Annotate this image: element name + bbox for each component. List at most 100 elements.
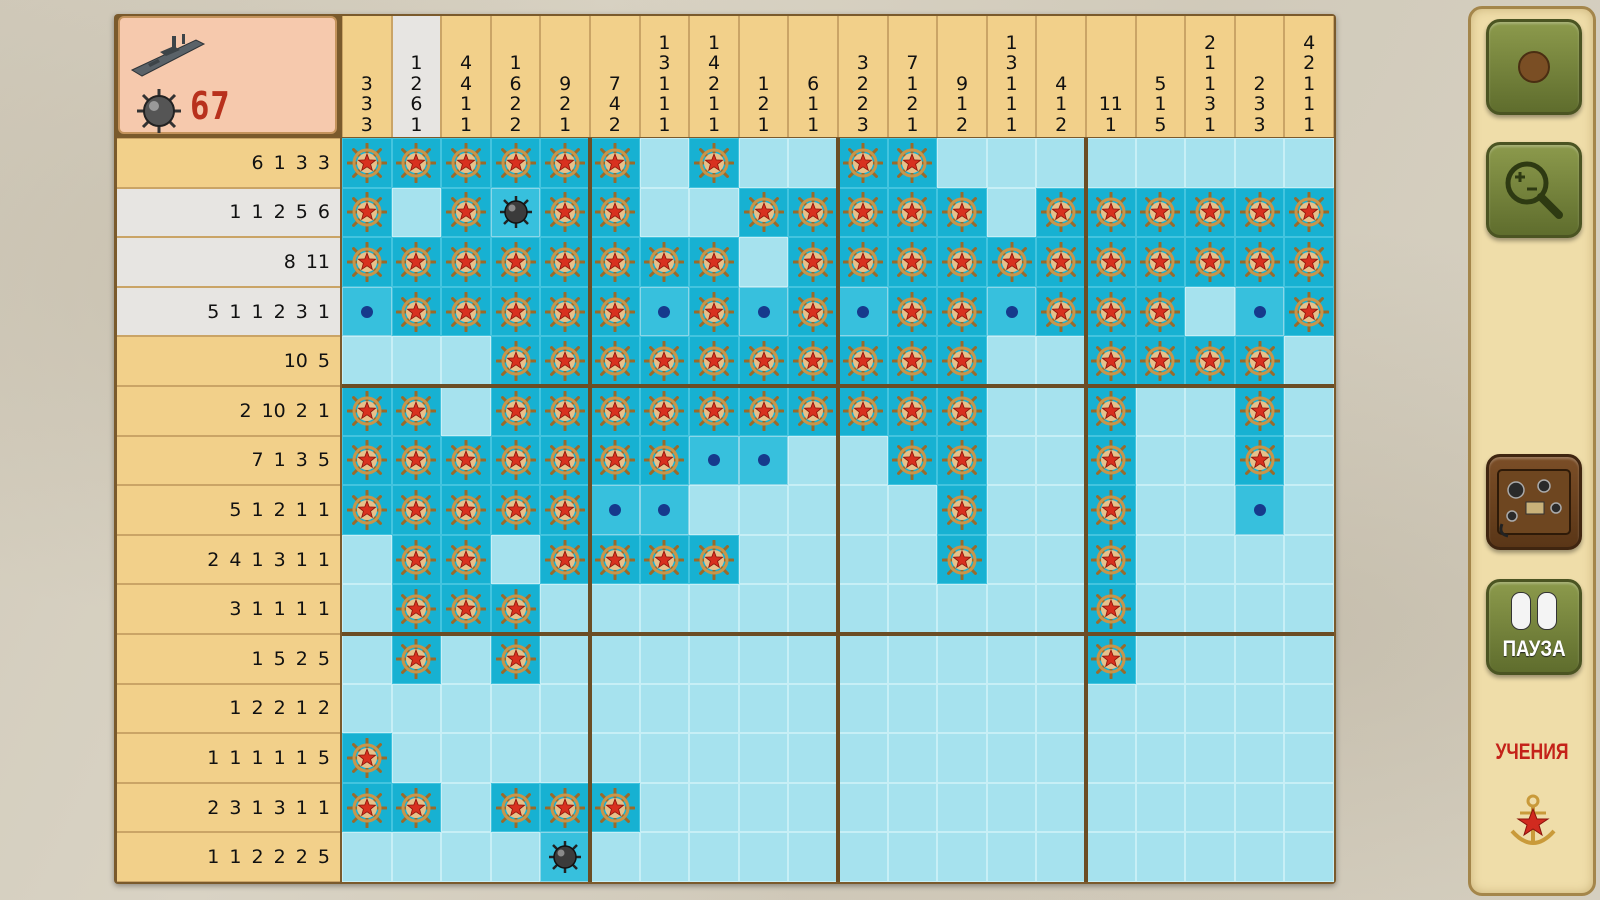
grid-cell-filled[interactable] [1185, 237, 1235, 287]
grid-cell-empty[interactable] [1135, 733, 1186, 783]
grid-cell-dot[interactable] [838, 286, 888, 337]
grid-cell-empty[interactable] [590, 683, 640, 734]
grid-cell-filled[interactable] [1086, 634, 1136, 684]
grid-cell-empty[interactable] [986, 386, 1037, 436]
grid-cell-empty[interactable] [838, 435, 888, 486]
grid-cell-empty[interactable] [1036, 435, 1086, 486]
grid-cell-empty[interactable] [937, 138, 987, 188]
grid-cell-empty[interactable] [788, 832, 838, 882]
grid-cell-filled[interactable] [838, 386, 888, 436]
grid-cell-filled[interactable] [490, 336, 541, 386]
grid-cell-empty[interactable] [1234, 832, 1285, 882]
grid-cell-empty[interactable] [986, 733, 1037, 783]
grid-cell-empty[interactable] [639, 832, 690, 882]
grid-cell-dot[interactable] [1234, 286, 1285, 337]
grid-cell-empty[interactable] [1284, 386, 1334, 436]
grid-cell-empty[interactable] [441, 832, 491, 882]
grid-cell-filled[interactable] [738, 336, 789, 386]
grid-cell-empty[interactable] [1185, 138, 1235, 188]
grid-cell-filled[interactable] [342, 485, 392, 535]
grid-cell-filled[interactable] [1284, 237, 1334, 287]
grid-cell-filled[interactable] [937, 237, 987, 287]
grid-cell-empty[interactable] [838, 534, 888, 585]
grid-cell-filled[interactable] [590, 336, 640, 386]
grid-cell-filled[interactable] [540, 386, 590, 436]
grid-cell-empty[interactable] [441, 683, 491, 734]
grid-cell-empty[interactable] [1086, 832, 1136, 882]
grid-cell-empty[interactable] [1234, 138, 1285, 188]
grid-cell-dot[interactable] [342, 286, 392, 337]
grid-cell-empty[interactable] [738, 237, 789, 287]
grid-cell-empty[interactable] [490, 683, 541, 734]
grid-cell-empty[interactable] [1234, 584, 1285, 634]
grid-cell-filled[interactable] [540, 286, 590, 337]
grid-cell-empty[interactable] [887, 832, 938, 882]
grid-cell-empty[interactable] [986, 187, 1037, 238]
grid-cell-empty[interactable] [1284, 485, 1334, 535]
grid-cell-empty[interactable] [639, 782, 690, 833]
grid-cell-filled[interactable] [391, 485, 442, 535]
grid-cell-filled[interactable] [1086, 435, 1136, 486]
grid-cell-empty[interactable] [1185, 485, 1235, 535]
grid-cell-empty[interactable] [1234, 534, 1285, 585]
grid-cell-empty[interactable] [937, 683, 987, 734]
grid-cell-filled[interactable] [1036, 286, 1086, 337]
record-button[interactable] [1486, 19, 1582, 115]
grid-cell-empty[interactable] [689, 683, 739, 734]
grid-cell-empty[interactable] [639, 138, 690, 188]
grid-cell-empty[interactable] [1185, 683, 1235, 734]
grid-cell-empty[interactable] [1135, 634, 1186, 684]
grid-cell-empty[interactable] [1284, 584, 1334, 634]
grid-cell-empty[interactable] [1036, 485, 1086, 535]
grid-cell-empty[interactable] [639, 733, 690, 783]
grid-cell-filled[interactable] [1086, 237, 1136, 287]
grid-cell-empty[interactable] [1135, 485, 1186, 535]
grid-cell-empty[interactable] [937, 832, 987, 882]
grid-cell-filled[interactable] [490, 782, 541, 833]
grid-cell-filled[interactable] [937, 336, 987, 386]
grid-cell-empty[interactable] [1036, 336, 1086, 386]
grid-cell-empty[interactable] [1185, 386, 1235, 436]
grid-cell-empty[interactable] [1135, 584, 1186, 634]
grid-cell-empty[interactable] [490, 534, 541, 585]
grid-cell-empty[interactable] [1036, 534, 1086, 585]
grid-cell-empty[interactable] [1284, 138, 1334, 188]
grid-cell-empty[interactable] [342, 683, 392, 734]
grid-cell-dot[interactable] [738, 435, 789, 486]
grid-cell-empty[interactable] [738, 733, 789, 783]
grid-cell-filled[interactable] [441, 138, 491, 188]
grid-cell-empty[interactable] [342, 534, 392, 585]
grid-cell-filled[interactable] [838, 336, 888, 386]
grid-cell-filled[interactable] [342, 733, 392, 783]
grid-cell-dot[interactable] [986, 286, 1037, 337]
grid-cell-filled[interactable] [590, 237, 640, 287]
grid-cell-empty[interactable] [1086, 683, 1136, 734]
grid-cell-empty[interactable] [1185, 584, 1235, 634]
grid-cell-empty[interactable] [689, 782, 739, 833]
grid-cell-filled[interactable] [937, 286, 987, 337]
grid-cell-filled[interactable] [788, 286, 838, 337]
grid-cell-empty[interactable] [1185, 286, 1235, 337]
grid-cell-empty[interactable] [1036, 138, 1086, 188]
grid-cell-filled[interactable] [540, 138, 590, 188]
grid-cell-empty[interactable] [788, 782, 838, 833]
grid-cell-empty[interactable] [738, 832, 789, 882]
grid-cell-empty[interactable] [838, 634, 888, 684]
grid-cell-empty[interactable] [1284, 832, 1334, 882]
grid-cell-mine[interactable] [540, 832, 590, 882]
grid-cell-filled[interactable] [937, 386, 987, 436]
grid-cell-empty[interactable] [1135, 782, 1186, 833]
grid-cell-filled[interactable] [1086, 584, 1136, 634]
grid-cell-empty[interactable] [1234, 733, 1285, 783]
grid-cell-filled[interactable] [540, 237, 590, 287]
grid-cell-filled[interactable] [639, 237, 690, 287]
grid-cell-empty[interactable] [1185, 782, 1235, 833]
grid-cell-empty[interactable] [738, 634, 789, 684]
grid-cell-filled[interactable] [391, 286, 442, 337]
grid-cell-empty[interactable] [1135, 832, 1186, 882]
grid-cell-dot[interactable] [639, 485, 690, 535]
grid-cell-empty[interactable] [1284, 336, 1334, 386]
grid-cell-dot[interactable] [639, 286, 690, 337]
grid-cell-empty[interactable] [441, 733, 491, 783]
grid-cell-empty[interactable] [342, 832, 392, 882]
